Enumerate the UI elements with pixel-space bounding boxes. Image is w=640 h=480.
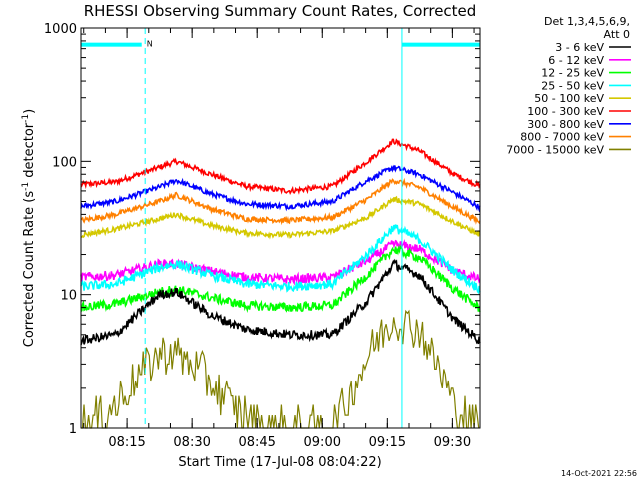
- legend-entry-label: 6 - 12 keV: [548, 54, 604, 67]
- x-tick-label: 09:30: [434, 435, 471, 450]
- legend-entry-label: 3 - 6 keV: [555, 41, 604, 54]
- x-axis-label: Start Time (17-Jul-08 08:04:22): [178, 455, 381, 470]
- x-tick-label: 08:15: [108, 435, 145, 450]
- x-axis: 08:15 08:30 08:45 09:00 09:15 09:30: [83, 28, 475, 450]
- legend-entry-label: 12 - 25 keV: [541, 67, 604, 80]
- series-line-4: [80, 195, 481, 240]
- series-line-7: [80, 244, 481, 313]
- y-tick-label: 100: [52, 155, 77, 170]
- x-tick-label: 09:15: [369, 435, 406, 450]
- legend-entry-label: 800 - 7000 keV: [520, 131, 604, 144]
- series-layer: [80, 138, 481, 429]
- y-axis: 1 10 100 1000: [44, 22, 480, 437]
- marker-layer: N: [80, 28, 481, 428]
- y-tick-label: 1: [69, 422, 77, 437]
- legend-entry-label: 300 - 800 keV: [527, 118, 604, 131]
- chart-title: RHESSI Observing Summary Count Rates, Co…: [84, 2, 477, 20]
- flag-bar-label: N: [147, 40, 153, 49]
- legend-entry-label: 100 - 300 keV: [527, 105, 604, 118]
- series-line-9: [81, 309, 480, 429]
- series-line-6: [80, 224, 481, 295]
- plot-frame: [80, 27, 481, 429]
- x-tick-label: 09:00: [304, 435, 341, 450]
- series-line-1: [80, 138, 481, 196]
- y-axis-label: Corrected Count Rate (s-1 detector-1): [21, 109, 37, 347]
- legend-entry-label: 25 - 50 keV: [541, 79, 604, 92]
- y-tick-label: 10: [60, 289, 77, 304]
- footer-timestamp: 14-Oct-2021 22:56: [561, 469, 637, 478]
- legend-entry-label: 50 - 100 keV: [534, 92, 604, 105]
- x-tick-label: 08:30: [173, 435, 210, 450]
- legend-entry-label: 7000 - 15000 keV: [506, 143, 604, 156]
- series-line-3: [80, 177, 481, 226]
- x-tick-label: 08:45: [238, 435, 275, 450]
- series-line-8: [80, 258, 481, 345]
- series-line-2: [80, 164, 481, 213]
- flag-bar-2: [401, 42, 480, 47]
- legend-header-attenuator: Att 0: [604, 28, 630, 41]
- y-tick-label: 1000: [44, 22, 77, 37]
- legend-header-detectors: Det 1,3,4,5,6,9,: [544, 15, 630, 28]
- flag-bar-1: [81, 42, 142, 47]
